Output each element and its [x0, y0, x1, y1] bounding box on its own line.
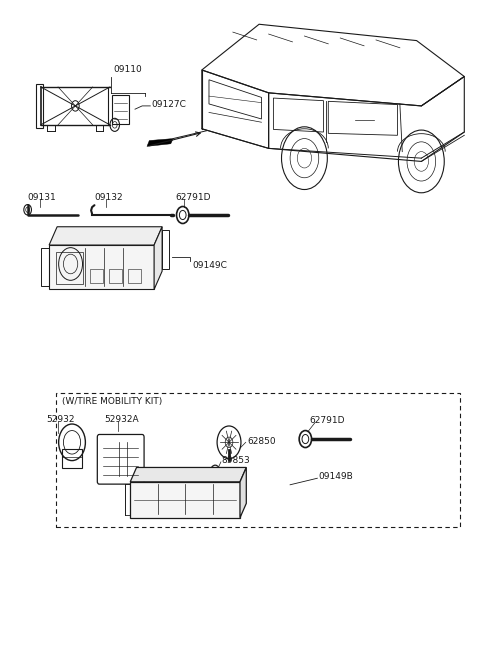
Text: 52932A: 52932A [104, 415, 139, 424]
Text: (W/TIRE MOBILITY KIT): (W/TIRE MOBILITY KIT) [62, 398, 162, 406]
Text: 62791D: 62791D [309, 417, 345, 425]
Text: 09132: 09132 [95, 193, 123, 202]
Bar [109, 268, 122, 283]
Text: 52932: 52932 [47, 415, 75, 424]
Bar [128, 268, 141, 283]
Text: 09131: 09131 [28, 193, 56, 202]
Bar [112, 95, 129, 124]
Text: 09149B: 09149B [319, 472, 353, 482]
Bar [90, 268, 103, 283]
Polygon shape [49, 245, 154, 289]
Polygon shape [154, 227, 162, 289]
Bar [56, 251, 83, 284]
Polygon shape [130, 482, 240, 518]
Bar [56, 394, 459, 527]
Circle shape [72, 100, 79, 111]
Text: 89853: 89853 [222, 456, 251, 465]
Polygon shape [240, 468, 246, 518]
Text: 62850: 62850 [247, 436, 276, 445]
Polygon shape [147, 138, 173, 146]
Polygon shape [130, 468, 246, 482]
Polygon shape [49, 227, 162, 245]
Text: 62791D: 62791D [176, 193, 211, 202]
Text: 09127C: 09127C [152, 100, 187, 109]
Circle shape [110, 118, 120, 131]
Bar [62, 449, 82, 468]
Text: 09110: 09110 [113, 66, 142, 75]
Text: 09149C: 09149C [192, 262, 227, 270]
